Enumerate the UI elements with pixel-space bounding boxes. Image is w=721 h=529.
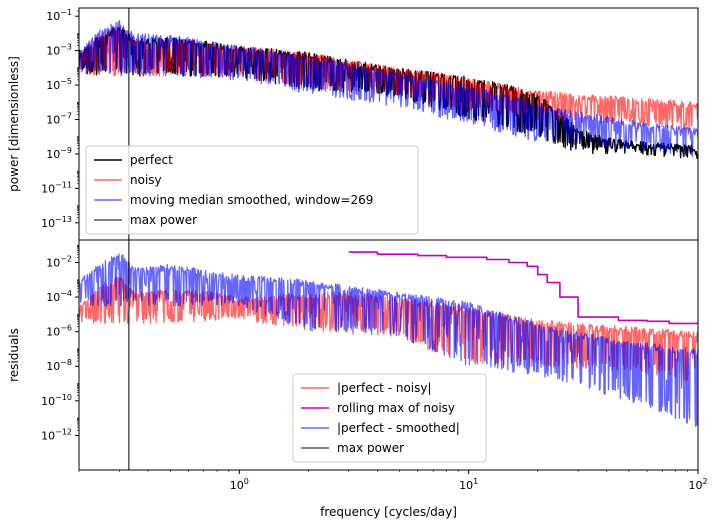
y-tick-label: 10−11 bbox=[41, 180, 72, 195]
series-line-1-1 bbox=[348, 251, 698, 325]
series-line-1-2 bbox=[79, 253, 698, 427]
residuals-x-ticks: 100 101 102 bbox=[78, 470, 708, 492]
y-tick-label: 10−9 bbox=[46, 146, 72, 161]
residuals-series-group bbox=[79, 251, 698, 427]
power-y-ticks: 10−13 10−11 10−9 10−7 10−5 10−3 10−1 bbox=[41, 8, 79, 230]
residuals-y-axis-label: residuals bbox=[7, 328, 21, 382]
y-tick-label: 10−4 bbox=[46, 289, 72, 304]
legend-label: max power bbox=[337, 441, 404, 455]
legend-box bbox=[85, 145, 419, 235]
residuals-panel: 10−12 10−10 10−8 10−6 10−4 10−2 100 101 102 res… bbox=[7, 239, 708, 519]
y-tick-label: 10−10 bbox=[41, 393, 72, 408]
legend-label: perfect bbox=[130, 153, 173, 167]
y-tick-label: 10−7 bbox=[46, 111, 72, 126]
y-tick-label: 10−3 bbox=[46, 43, 72, 58]
residuals-legend: |perfect - noisy| rolling max of noisy |pe… bbox=[292, 373, 487, 463]
legend-label: noisy bbox=[130, 173, 162, 187]
legend-label: max power bbox=[130, 213, 197, 227]
x-axis-label: frequency [cycles/day] bbox=[320, 505, 457, 519]
legend-label: |perfect - noisy| bbox=[337, 381, 432, 395]
y-tick-label: 10−13 bbox=[41, 215, 72, 230]
legend-label: rolling max of noisy bbox=[337, 401, 455, 415]
x-tick-label: 102 bbox=[688, 477, 707, 492]
residuals-y-ticks: 10−12 10−10 10−8 10−6 10−4 10−2 bbox=[41, 244, 79, 442]
series-line-0-1 bbox=[79, 26, 698, 131]
x-tick-label: 101 bbox=[459, 477, 478, 492]
y-tick-label: 10−8 bbox=[46, 358, 72, 373]
y-tick-label: 10−6 bbox=[46, 324, 72, 339]
y-tick-label: 10−5 bbox=[46, 77, 72, 92]
series-line-0-2 bbox=[79, 19, 698, 157]
power-y-axis-label: power [dimensionless] bbox=[7, 56, 21, 192]
legend-label: |perfect - smoothed| bbox=[337, 421, 460, 435]
power-legend: perfect noisy moving median smoothed, wind… bbox=[85, 145, 419, 235]
power-series-group bbox=[79, 19, 698, 159]
y-tick-label: 10−1 bbox=[46, 8, 72, 23]
legend-box bbox=[292, 373, 487, 463]
residuals-axes-frame bbox=[78, 239, 699, 471]
x-tick-label: 100 bbox=[230, 477, 249, 492]
power-panel: 10−13 10−11 10−9 10−7 10−5 10−3 10−1 power [di… bbox=[7, 7, 699, 241]
y-tick-label: 10−12 bbox=[41, 427, 72, 442]
y-tick-label: 10−2 bbox=[46, 254, 72, 269]
legend-label: moving median smoothed, window=269 bbox=[130, 193, 373, 207]
